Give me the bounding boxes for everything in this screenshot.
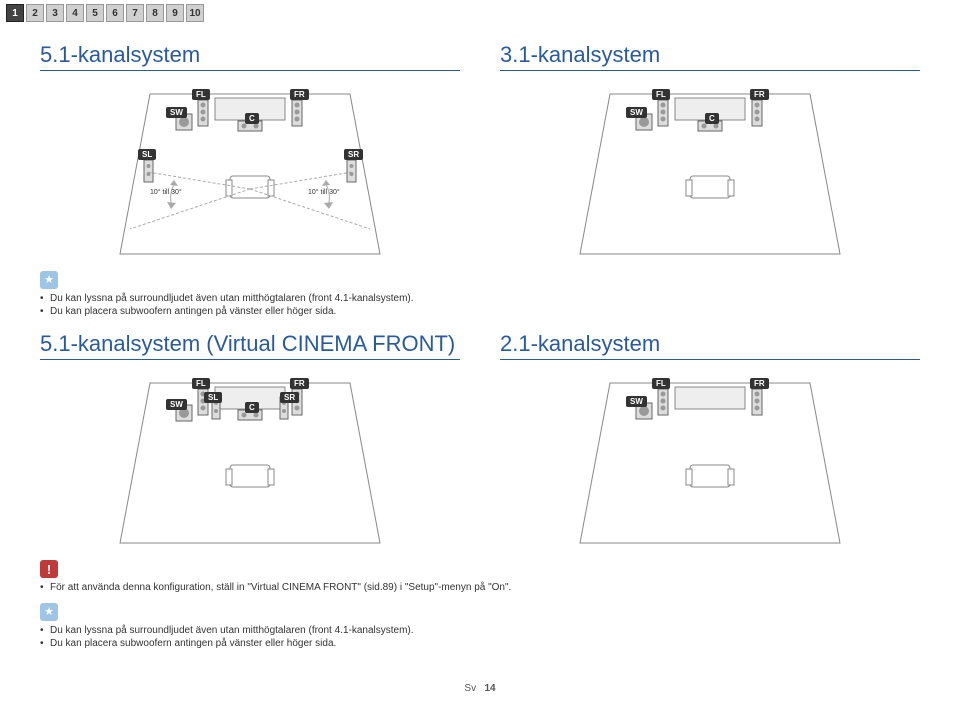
label-sw: SW [626,107,647,118]
page-tab-1[interactable]: 1 [6,4,24,22]
label-sl: SL [204,392,222,403]
page-tab-4[interactable]: 4 [66,4,84,22]
heading-5-1: 5.1-kanalsystem [40,42,460,71]
tip-icon [40,271,58,289]
page-tab-8[interactable]: 8 [146,4,164,22]
angle-right: 10° till 30° [308,189,340,196]
heading-3-1: 3.1-kanalsystem [500,42,920,71]
label-fr: FR [750,89,769,100]
page-tab-5[interactable]: 5 [86,4,104,22]
page-footer: Sv 14 [0,675,960,702]
label-sw: SW [166,107,187,118]
diagram-5-1-vcf: FL FR SL SR SW C [100,374,400,544]
label-sw: SW [626,396,647,407]
diagram-5-1: FL FR SW C SL SR 10° till 30° 10° till 3… [100,85,400,255]
label-c: C [245,402,259,413]
label-fl: FL [652,378,670,389]
page-tab-2[interactable]: 2 [26,4,44,22]
label-fr: FR [290,378,309,389]
tip-bullet: Du kan lyssna på surroundljudet även uta… [40,625,920,636]
label-c: C [705,113,719,124]
diagram-2-1: FL FR SW [560,374,860,544]
label-sw: SW [166,399,187,410]
page-tabs: 12345678910 [0,0,960,26]
tip-bullet: Du kan lyssna på surroundljudet även uta… [40,293,920,304]
label-fr: FR [290,89,309,100]
footer-page: 14 [484,683,495,694]
page-tab-9[interactable]: 9 [166,4,184,22]
tips-list-1: Du kan lyssna på surroundljudet även uta… [40,293,920,317]
page-tab-3[interactable]: 3 [46,4,64,22]
label-fr: FR [750,378,769,389]
angle-left: 10° till 30° [150,189,182,196]
tips-list-2: Du kan lyssna på surroundljudet även uta… [40,625,920,649]
label-sr: SR [344,149,363,160]
label-sr: SR [280,392,299,403]
warning-text: För att använda denna konfiguration, stä… [40,582,920,593]
tip-bullet: Du kan placera subwoofern antingen på vä… [40,306,920,317]
heading-5-1-vcf: 5.1-kanalsystem (Virtual CINEMA FRONT) [40,331,460,360]
page-tab-7[interactable]: 7 [126,4,144,22]
warning-icon: ! [40,560,58,578]
diagram-3-1: FL FR SW C [560,85,860,255]
label-fl: FL [192,378,210,389]
label-fl: FL [652,89,670,100]
page-tab-6[interactable]: 6 [106,4,124,22]
tip-icon [40,603,58,621]
tip-bullet: Du kan placera subwoofern antingen på vä… [40,638,920,649]
footer-lang: Sv [464,683,476,694]
label-sl: SL [138,149,156,160]
label-c: C [245,113,259,124]
label-fl: FL [192,89,210,100]
heading-2-1: 2.1-kanalsystem [500,331,920,360]
page-tab-10[interactable]: 10 [186,4,204,22]
